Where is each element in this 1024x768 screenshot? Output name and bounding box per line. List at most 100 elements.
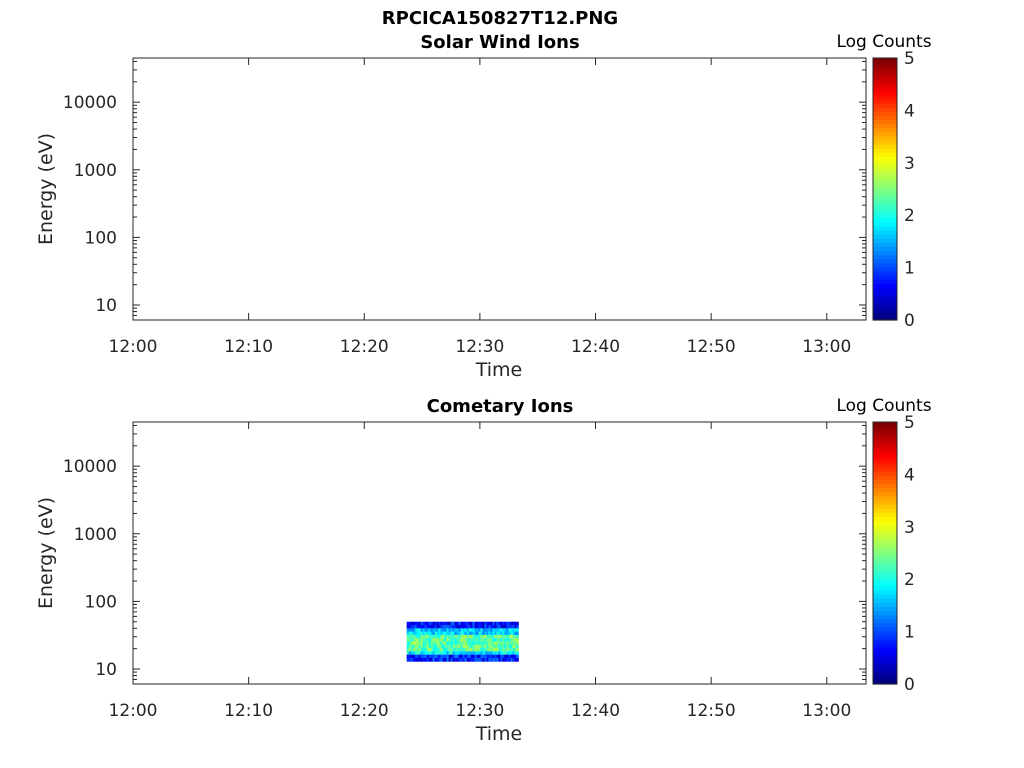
spectrogram-cell: [436, 628, 439, 633]
spectrogram-cell: [498, 621, 501, 626]
spectrogram-cell: [422, 638, 426, 642]
spectrogram-cell: [488, 628, 491, 633]
spectrogram-cell: [490, 625, 493, 629]
cometary-x-axis-label: Time: [475, 723, 523, 745]
spectrogram-cell: [486, 634, 489, 639]
spectrogram-cell: [406, 631, 410, 636]
spectrogram-cell: [488, 638, 491, 642]
spectrogram-cell: [456, 654, 459, 659]
colorbar-swatch: [873, 98, 897, 104]
spectrogram-cell: [412, 634, 416, 639]
spectrogram-cell: [412, 638, 416, 642]
colorbar-swatch: [873, 471, 897, 476]
colorbar-swatch: [873, 86, 897, 92]
colorbar-swatch: [873, 160, 897, 166]
spectrogram-cell: [418, 648, 422, 652]
spectrogram-cell: [486, 658, 489, 662]
spectrogram-cell: [410, 648, 414, 652]
cometary-x-ticks: 12:00 12:10 12:20 12:30 12:40 12:50 13:00: [109, 422, 851, 721]
spectrogram-cell: [508, 625, 511, 629]
spectrogram-cell: [516, 631, 519, 636]
spectrogram-cell: [484, 654, 487, 659]
spectrogram-cell: [466, 631, 469, 636]
spectrogram-cell: [416, 621, 420, 626]
spectrogram-cell: [448, 654, 451, 659]
colorbar-swatch: [873, 311, 897, 317]
spectrogram-cell: [436, 625, 439, 629]
spectrogram-cell: [440, 631, 443, 636]
spectrogram-cell: [428, 634, 432, 639]
spectrogram-cell: [452, 641, 455, 646]
spectrogram-cell: [446, 634, 449, 639]
spectrogram-cell: [440, 651, 443, 656]
spectrogram-cell: [414, 658, 418, 662]
spectrogram-cell: [414, 651, 418, 656]
spectrogram-cell: [514, 654, 517, 659]
spectrogram-cell: [494, 634, 497, 639]
spectrogram-cell: [472, 631, 475, 636]
cometary-y-minor-ticks: [133, 424, 866, 685]
spectrogram-cell: [418, 651, 422, 656]
spectrogram-cell: [506, 638, 509, 642]
spectrogram-cell: [442, 628, 445, 633]
colorbar-swatch: [873, 131, 897, 137]
spectrogram-cell: [498, 644, 501, 649]
spectrogram-cell: [464, 654, 467, 659]
spectrogram-cell: [430, 638, 434, 642]
spectrogram-cell: [408, 628, 412, 633]
colorbar-swatch: [873, 315, 897, 321]
spectrogram-cell: [508, 628, 511, 633]
solar-wind-colorbar: 0 1 2 3 4 5: [872, 49, 915, 331]
spectrogram-cell: [460, 651, 463, 656]
spectrogram-cell: [502, 648, 505, 652]
spectrogram-cell: [440, 625, 443, 629]
spectrogram-cell: [482, 625, 485, 629]
spectrogram-cell: [464, 641, 467, 646]
colorbar-swatch: [873, 462, 897, 468]
spectrogram-cell: [422, 634, 426, 639]
colorbar-swatch: [873, 667, 897, 673]
spectrogram-cell: [468, 641, 471, 646]
spectrogram-cell: [444, 644, 447, 649]
colorbar-swatch: [873, 127, 897, 133]
spectrogram-cell: [432, 634, 436, 639]
spectrogram-cell: [486, 631, 489, 636]
spectrogram-cell: [464, 658, 467, 662]
spectrogram-cell: [456, 658, 459, 662]
x-tick-label: 12:10: [224, 701, 273, 721]
spectrogram-cell: [474, 658, 477, 662]
spectrogram-cell: [496, 638, 499, 642]
spectrogram-cell: [410, 634, 414, 639]
y-tick-label: 1000: [74, 161, 117, 181]
spectrogram-cell: [514, 644, 517, 649]
x-tick-label: 13:00: [802, 337, 851, 357]
colorbar-swatch: [873, 647, 897, 652]
colorbar-swatch: [873, 593, 897, 599]
spectrogram-cell: [476, 648, 479, 652]
cometary-y-axis-label: Energy (eV): [35, 497, 57, 609]
spectrogram-cell: [470, 651, 473, 656]
x-tick-label: 12:30: [455, 701, 504, 721]
spectrogram-cell: [410, 628, 414, 633]
colorbar-swatch: [873, 78, 897, 84]
spectrogram-cell: [428, 641, 432, 646]
spectrogram-cell: [432, 641, 436, 646]
spectrogram-cell: [406, 644, 410, 649]
spectrogram-cell: [438, 641, 441, 646]
spectrogram-cell: [408, 641, 412, 646]
spectrogram-cell: [424, 658, 428, 662]
spectrogram-cell: [458, 641, 461, 646]
spectrogram-cell: [472, 644, 475, 649]
spectrogram-cell: [514, 628, 517, 633]
spectrogram-cell: [486, 638, 489, 642]
spectrogram-cell: [450, 628, 453, 633]
spectrogram-cell: [464, 648, 467, 652]
spectrogram-cell: [462, 638, 465, 642]
x-tick-label: 12:00: [109, 701, 158, 721]
spectrogram-cell: [502, 641, 505, 646]
spectrogram-cell: [480, 621, 483, 626]
spectrogram-cell: [508, 638, 511, 642]
spectrogram-cell: [430, 634, 434, 639]
spectrogram-cell: [436, 658, 439, 662]
spectrogram-cell: [498, 654, 501, 659]
